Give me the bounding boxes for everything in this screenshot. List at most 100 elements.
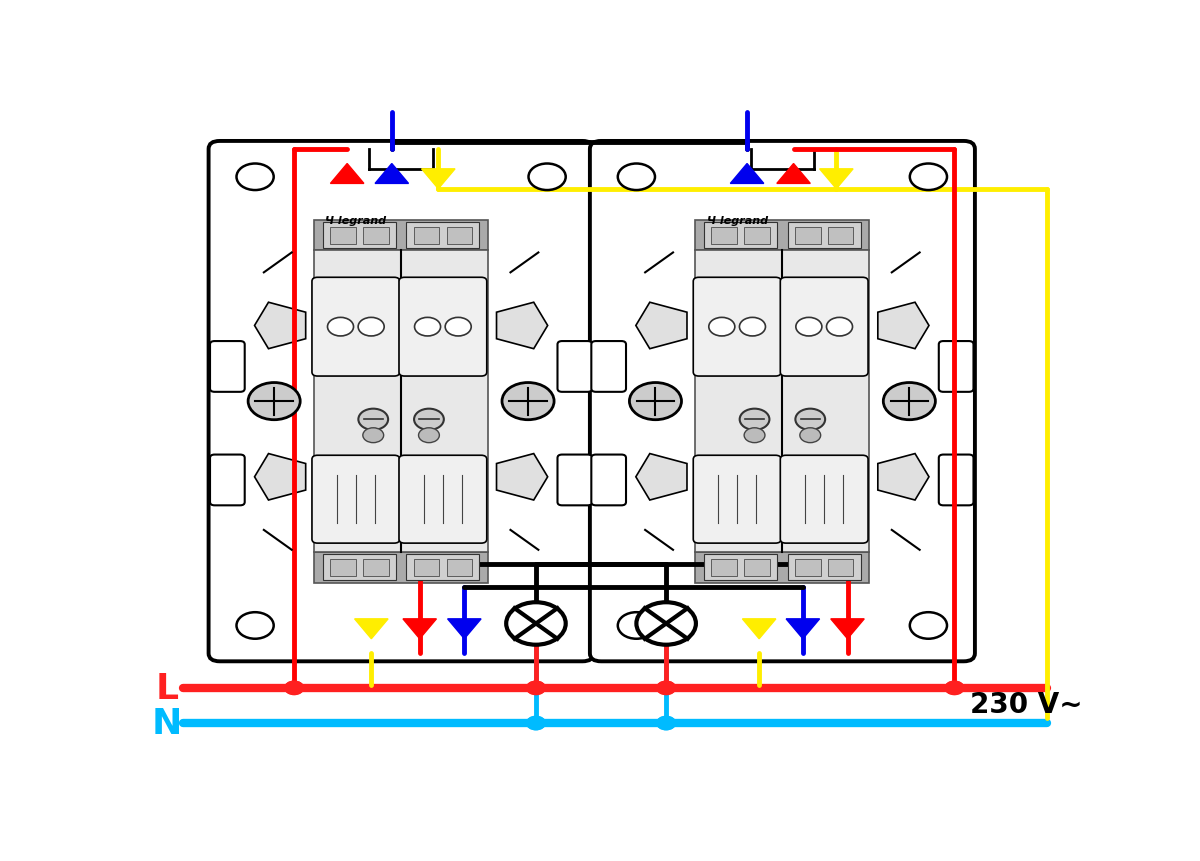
Text: Ч legrand: Ч legrand: [707, 215, 768, 226]
Circle shape: [527, 716, 545, 730]
Bar: [314, 251, 488, 552]
Circle shape: [946, 681, 964, 695]
Polygon shape: [636, 454, 686, 500]
Circle shape: [236, 164, 274, 191]
FancyBboxPatch shape: [938, 455, 973, 505]
Circle shape: [618, 612, 655, 639]
Circle shape: [656, 716, 676, 730]
Circle shape: [528, 164, 565, 191]
Bar: [704, 223, 778, 249]
Polygon shape: [497, 454, 547, 500]
Bar: [407, 223, 480, 249]
FancyBboxPatch shape: [210, 342, 245, 393]
Bar: [704, 554, 778, 580]
Bar: [446, 560, 472, 577]
Circle shape: [359, 409, 388, 430]
Bar: [744, 228, 770, 245]
Circle shape: [419, 428, 439, 443]
Bar: [414, 228, 439, 245]
Polygon shape: [786, 619, 820, 639]
Text: Ч legrand: Ч legrand: [325, 215, 386, 226]
Polygon shape: [330, 164, 364, 184]
Bar: [314, 552, 488, 583]
Circle shape: [527, 716, 545, 730]
FancyBboxPatch shape: [312, 278, 400, 376]
Polygon shape: [376, 164, 408, 184]
Text: N: N: [151, 706, 182, 740]
Circle shape: [796, 409, 826, 430]
Circle shape: [618, 164, 655, 191]
Circle shape: [630, 383, 682, 420]
Polygon shape: [878, 454, 929, 500]
FancyBboxPatch shape: [592, 342, 626, 393]
FancyBboxPatch shape: [694, 278, 781, 376]
FancyBboxPatch shape: [312, 455, 400, 543]
Bar: [314, 220, 488, 251]
Circle shape: [284, 681, 304, 695]
FancyBboxPatch shape: [209, 142, 594, 661]
Circle shape: [739, 318, 766, 337]
Circle shape: [414, 409, 444, 430]
Bar: [695, 552, 870, 583]
Bar: [787, 554, 860, 580]
Circle shape: [248, 383, 300, 420]
Circle shape: [827, 318, 852, 337]
Polygon shape: [830, 619, 864, 639]
Circle shape: [284, 681, 304, 695]
Polygon shape: [878, 303, 929, 350]
Circle shape: [358, 318, 384, 337]
Bar: [787, 223, 860, 249]
Circle shape: [362, 428, 384, 443]
Polygon shape: [776, 164, 810, 184]
Polygon shape: [497, 303, 547, 350]
Bar: [828, 228, 853, 245]
Polygon shape: [421, 170, 455, 189]
Bar: [362, 560, 389, 577]
Bar: [712, 228, 737, 245]
Circle shape: [800, 428, 821, 443]
Circle shape: [709, 318, 734, 337]
Circle shape: [445, 318, 472, 337]
FancyBboxPatch shape: [558, 455, 592, 505]
Bar: [323, 223, 396, 249]
Circle shape: [656, 681, 676, 695]
Polygon shape: [403, 619, 437, 639]
Circle shape: [656, 716, 676, 730]
Circle shape: [946, 681, 964, 695]
FancyBboxPatch shape: [400, 455, 487, 543]
Circle shape: [528, 612, 565, 639]
FancyBboxPatch shape: [780, 455, 868, 543]
Circle shape: [506, 603, 565, 645]
Bar: [323, 554, 396, 580]
Circle shape: [236, 612, 274, 639]
Circle shape: [414, 318, 440, 337]
Circle shape: [527, 681, 545, 695]
FancyBboxPatch shape: [780, 278, 868, 376]
Bar: [330, 228, 355, 245]
Polygon shape: [254, 454, 306, 500]
Circle shape: [636, 603, 696, 645]
FancyBboxPatch shape: [694, 455, 781, 543]
Polygon shape: [254, 303, 306, 350]
Bar: [330, 560, 355, 577]
Circle shape: [502, 383, 554, 420]
Bar: [828, 560, 853, 577]
Bar: [751, 150, 814, 170]
Circle shape: [744, 428, 764, 443]
Text: L: L: [155, 671, 179, 705]
Polygon shape: [743, 619, 776, 639]
Bar: [362, 228, 389, 245]
Circle shape: [910, 164, 947, 191]
FancyBboxPatch shape: [938, 342, 973, 393]
Polygon shape: [820, 170, 853, 189]
Circle shape: [910, 612, 947, 639]
FancyBboxPatch shape: [210, 455, 245, 505]
Circle shape: [527, 681, 545, 695]
Polygon shape: [636, 303, 686, 350]
Bar: [794, 560, 821, 577]
Polygon shape: [448, 619, 481, 639]
Bar: [744, 560, 770, 577]
FancyBboxPatch shape: [400, 278, 487, 376]
Bar: [695, 251, 870, 552]
Bar: [407, 554, 480, 580]
